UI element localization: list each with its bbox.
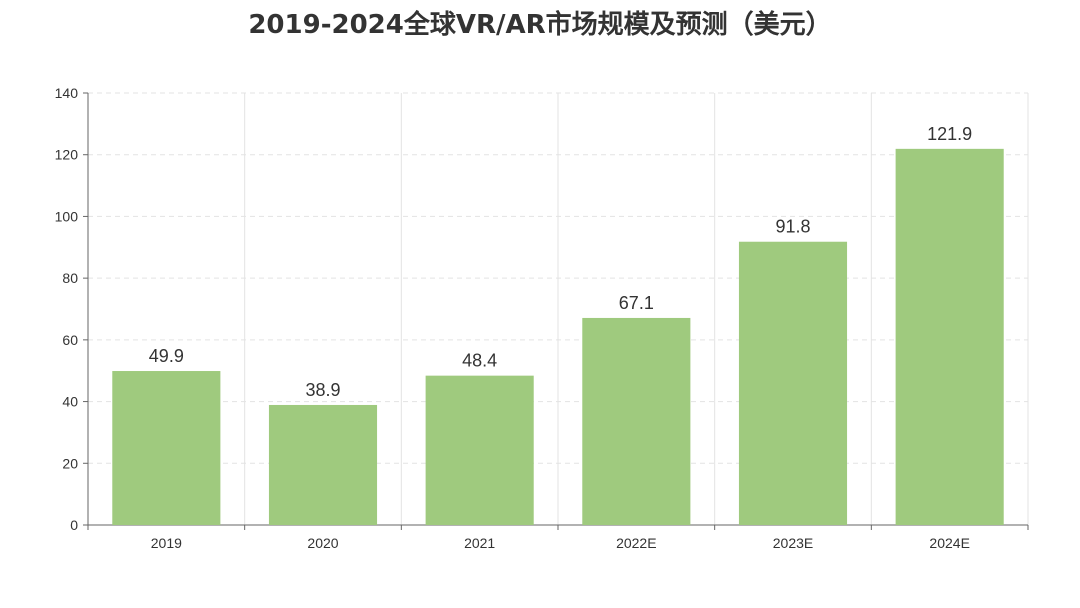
bar-2024E [895,148,1004,525]
chart-title: 2019-2024全球VR/AR市场规模及预测（美元） [248,10,832,40]
y-tick-label: 80 [62,270,78,286]
x-tick-label: 2019 [151,535,182,551]
bars [112,148,1004,525]
bar-value-label: 48.4 [462,351,497,371]
y-tick-label: 60 [62,332,78,348]
x-tick-label: 2021 [464,535,495,551]
bar-value-label: 38.9 [305,380,340,400]
y-tick-label: 100 [55,208,79,224]
bar-value-label: 91.8 [775,217,810,237]
y-tick-label: 0 [70,517,78,533]
axes [83,92,1029,530]
y-tick-label: 120 [55,147,79,163]
bar-2021 [425,375,534,525]
bar-value-label: 121.9 [927,124,972,144]
y-tick-label: 20 [62,455,78,471]
x-tick-label: 2022E [616,535,656,551]
labels: 0 20 40 60 80 100 120 140 2019 49.9 2020 38.9 2021 48… [55,85,973,551]
bar-value-label: 49.9 [149,346,184,366]
x-tick-label: 2024E [929,535,969,551]
x-tick-label: 2023E [773,535,813,551]
bar-2023E [738,241,848,525]
y-tick-label: 140 [55,85,79,101]
bar-2022E [582,317,691,525]
x-tick-label: 2020 [307,535,338,551]
y-tick-label: 40 [62,394,78,410]
bar-2019 [112,371,221,525]
bar-2020 [268,404,378,525]
bar-value-label: 67.1 [619,293,654,313]
grid-lines [88,92,1029,525]
